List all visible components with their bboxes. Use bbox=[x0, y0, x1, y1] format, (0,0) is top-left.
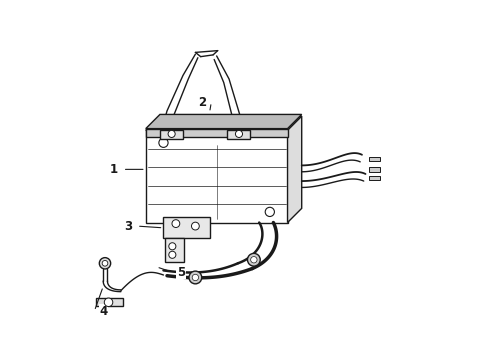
Bar bbox=[96, 298, 122, 306]
Text: 5: 5 bbox=[177, 266, 185, 279]
Circle shape bbox=[192, 222, 199, 230]
Polygon shape bbox=[146, 116, 302, 130]
Circle shape bbox=[169, 251, 176, 258]
Bar bbox=[164, 217, 210, 238]
Text: 4: 4 bbox=[99, 305, 107, 318]
Circle shape bbox=[168, 130, 175, 138]
Bar bbox=[146, 130, 288, 222]
Bar bbox=[160, 130, 183, 139]
Polygon shape bbox=[146, 114, 302, 129]
Bar bbox=[369, 176, 380, 180]
Text: 3: 3 bbox=[124, 220, 132, 233]
Bar bbox=[146, 129, 288, 138]
Circle shape bbox=[104, 298, 113, 306]
Text: 2: 2 bbox=[198, 95, 206, 108]
Bar bbox=[369, 157, 380, 161]
Circle shape bbox=[159, 138, 168, 147]
Circle shape bbox=[102, 260, 108, 266]
Circle shape bbox=[192, 274, 198, 281]
Circle shape bbox=[189, 271, 202, 284]
Circle shape bbox=[235, 130, 243, 138]
Bar bbox=[165, 238, 184, 261]
Circle shape bbox=[247, 253, 260, 266]
Circle shape bbox=[265, 207, 274, 216]
Bar bbox=[227, 130, 250, 139]
Circle shape bbox=[169, 243, 176, 250]
Bar bbox=[369, 167, 380, 172]
Polygon shape bbox=[288, 116, 302, 222]
Text: 1: 1 bbox=[110, 163, 118, 176]
Circle shape bbox=[172, 220, 180, 228]
Circle shape bbox=[251, 257, 257, 263]
Circle shape bbox=[99, 258, 111, 269]
